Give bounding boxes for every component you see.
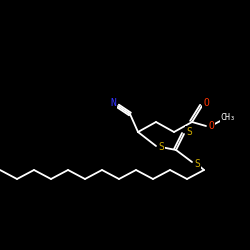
- Text: N: N: [110, 98, 116, 108]
- Text: O: O: [208, 121, 214, 131]
- Text: S: S: [186, 127, 192, 137]
- Text: S: S: [194, 159, 200, 169]
- Text: S: S: [158, 142, 164, 152]
- Text: CH₃: CH₃: [220, 114, 236, 122]
- Text: O: O: [203, 98, 209, 108]
